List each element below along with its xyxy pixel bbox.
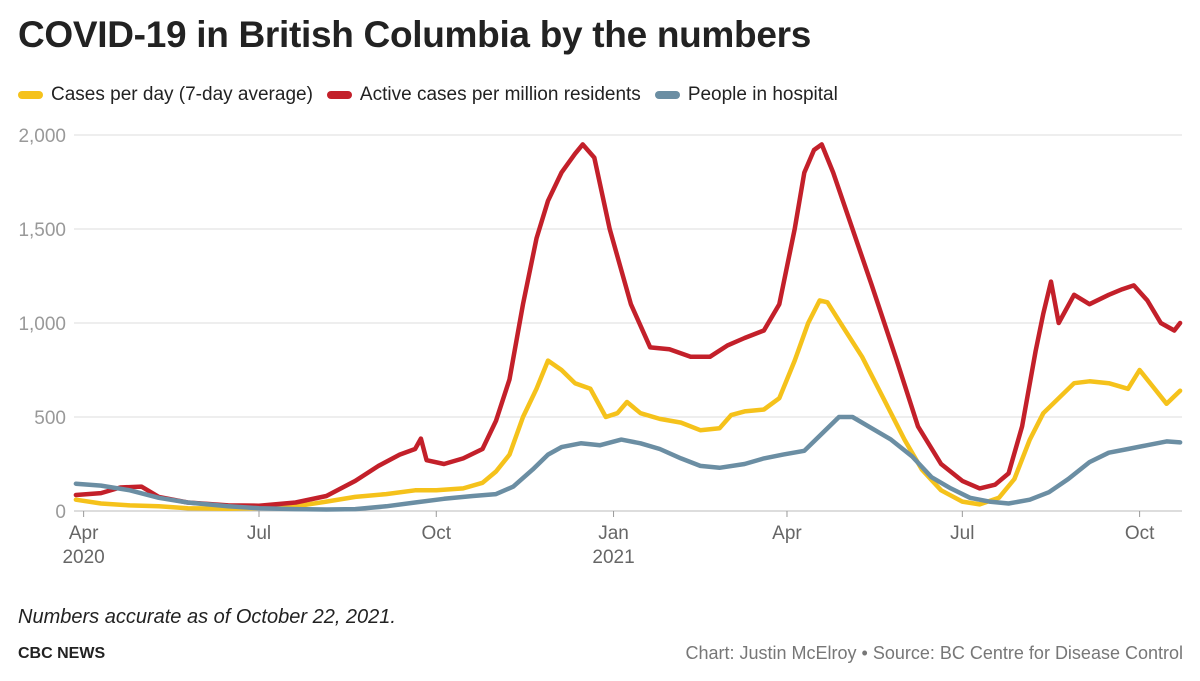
x-tick-sublabel: 2020 (62, 547, 104, 568)
x-tick-label: Oct (1125, 523, 1155, 544)
legend-item-cases: Cases per day (7-day average) (18, 84, 313, 106)
chart-legend: Cases per day (7-day average) Active cas… (18, 84, 852, 106)
x-tick-label: Apr (69, 523, 99, 544)
x-tick-label: Jan (598, 523, 629, 544)
y-tick-label: 1,500 (18, 220, 66, 241)
y-tick-label: 500 (34, 408, 66, 429)
chart-title: COVID-19 in British Columbia by the numb… (18, 14, 811, 55)
legend-label-hospital: People in hospital (687, 84, 838, 105)
legend-swatch-cases (18, 91, 43, 99)
legend-swatch-hospital (654, 91, 680, 99)
y-tick-label: 2,000 (18, 126, 66, 147)
data-note: Numbers accurate as of October 22, 2021. (18, 606, 396, 628)
legend-item-hospital: People in hospital (654, 84, 838, 106)
legend-item-active: Active cases per million residents (326, 84, 641, 106)
active-cases-series-line (73, 142, 1183, 508)
chart-credit: Chart: Justin McElroy • Source: BC Centr… (685, 643, 1183, 663)
x-tick-label: Jul (950, 523, 974, 544)
y-tick-label: 1,000 (18, 314, 66, 335)
line-chart: 0 500 1,000 1,500 2,000 Apr 2020 Jul Oct Jan 2021 A… (18, 126, 1183, 568)
brand-logo: CBC NEWS (18, 645, 106, 662)
legend-label-cases: Cases per day (7-day average) (51, 84, 313, 105)
legend-swatch-active (326, 91, 352, 99)
legend-label-active: Active cases per million residents (359, 84, 641, 105)
y-tick-label: 0 (55, 502, 66, 523)
cases-series-line (73, 298, 1183, 511)
x-tick-sublabel: 2021 (592, 547, 634, 568)
x-tick-label: Oct (421, 523, 451, 544)
hospital-series-line (73, 414, 1183, 512)
x-tick-label: Apr (772, 523, 802, 544)
x-tick-label: Jul (247, 523, 271, 544)
